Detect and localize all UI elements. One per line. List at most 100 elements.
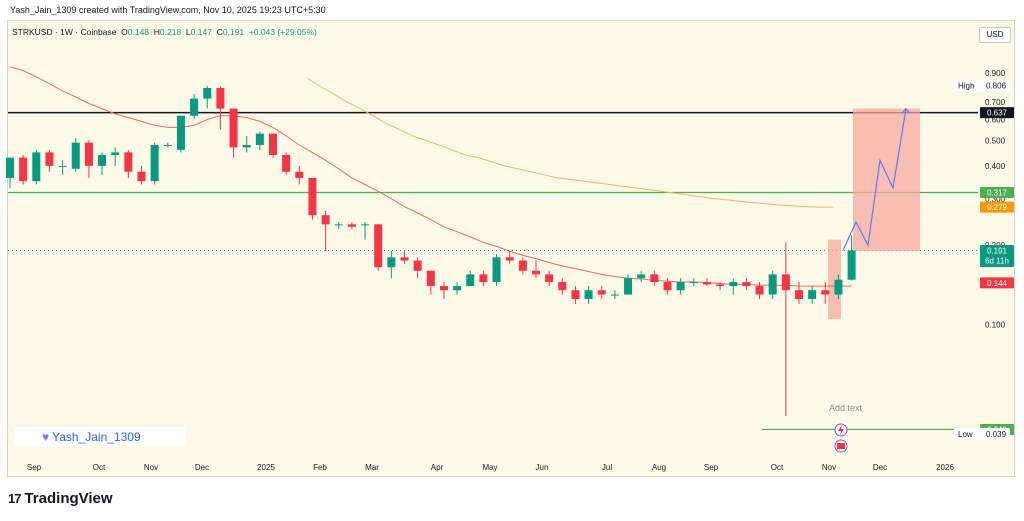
candle [32,149,41,185]
candle [545,270,554,287]
candle-body [729,282,738,287]
candle [163,142,172,148]
high-value: 0.218 [159,27,182,37]
candle [650,270,659,287]
x-tick-label: Dec [873,463,887,472]
candle [98,152,107,175]
candle-body [269,133,277,155]
candle [19,154,28,185]
candle [361,221,370,240]
lightning-bolt-icon [838,425,844,435]
candle [203,85,212,109]
candle-body [439,286,448,291]
low-marker-value: 0.039 [986,430,1007,439]
x-tick-label: Nov [144,463,158,472]
heart-icon: ♥ [42,430,50,444]
us-flag-stripes-icon [837,443,845,449]
candle [584,286,593,304]
projection-arrowhead [901,107,911,114]
candle-body [71,142,80,169]
candle-body [702,282,711,285]
close-value: 0.191 [222,27,245,37]
symbol-info: STRKUSD · 1W · Coinbase O0.148 H0.218 L0… [12,27,317,37]
candle-body [571,290,580,300]
price-badge-1-label: 0.191 [987,246,1008,255]
watermark-text: Yash_Jain_1309 [52,430,141,444]
candle [847,235,856,281]
projection-path [842,108,907,251]
low-value: 0.147 [190,27,212,37]
candle [795,282,803,304]
candle-body [374,224,383,268]
tradingview-footer[interactable]: 17 TradingView [8,490,113,507]
candle-body [45,152,54,166]
candle-body [58,165,67,167]
candle-body [124,152,133,172]
x-tick-label: Jun [536,463,549,472]
open-label: O [121,27,128,37]
ma-slow-line [307,77,834,208]
candle-body [716,284,725,287]
candle-body [282,154,291,172]
y-tick-label: 0.300 [985,195,1006,204]
candle [321,210,330,252]
candle [374,224,383,271]
low-label: L [185,27,191,37]
candle [347,221,356,230]
candle [308,177,317,220]
candle [781,242,790,416]
x-tick-label: Sep [27,463,42,472]
candle [768,270,777,300]
candle-body [242,145,251,148]
candle-body [532,270,540,275]
candle [137,165,146,185]
chart-area[interactable] [7,20,1015,477]
candle-body [492,257,501,283]
change-value: +0.043 (+29.05%) [248,27,317,37]
candle-body [847,250,856,280]
candle-body [597,290,606,295]
candle [729,278,738,295]
candle-body [321,215,330,225]
y-tick-label: 0.100 [985,321,1006,330]
candle-body [610,294,619,296]
candle-body [111,152,120,155]
candle-body [453,286,462,291]
y-tick-label: 0.400 [985,162,1006,171]
candle [439,282,448,300]
candle-body [400,257,409,261]
candle [216,86,225,130]
currency-button[interactable]: USD [979,27,1011,43]
price-badge-1-bg [980,244,1014,267]
candle [400,251,409,264]
candle-body [518,260,527,271]
candle-body [426,270,435,287]
open-value: 0.148 [127,27,150,37]
brand-name: TradingView [24,490,113,507]
candle-body [584,290,593,300]
x-tick-label: Dec [195,463,209,472]
candle [387,251,396,279]
candle [282,152,291,175]
candle [295,165,304,185]
level-badge-0-label: 0.637 [987,109,1008,118]
candle [676,278,685,295]
candle [742,278,751,291]
chart-attribution: Yash_Jain_1309 created with TradingView.… [10,5,326,15]
candle-body [255,133,264,146]
candle [716,282,725,291]
candle-body [308,177,317,216]
x-tick-label: 2025 [257,463,275,472]
candle [610,290,619,300]
candle-body [163,145,172,147]
price-badge-1-sublabel: 6d 11h [985,256,1009,265]
candle-body [689,282,698,284]
candle-body [229,108,238,148]
candle-body [821,290,830,295]
x-tick-label: Mar [365,463,379,472]
candle-body [650,274,659,283]
candle [124,149,133,178]
price-badge-0-label: 0.279 [987,203,1008,212]
candle [821,282,830,304]
